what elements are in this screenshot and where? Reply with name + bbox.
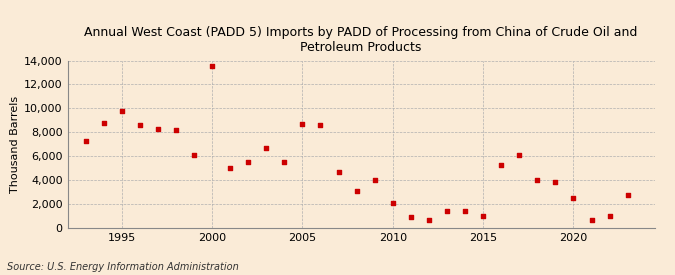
Point: [387, 201, 398, 205]
Point: [550, 179, 561, 184]
Point: [188, 153, 199, 157]
Point: [369, 178, 380, 183]
Point: [495, 163, 506, 167]
Point: [423, 218, 434, 222]
Point: [568, 196, 579, 200]
Point: [116, 109, 127, 113]
Point: [441, 209, 452, 214]
Point: [514, 153, 524, 157]
Point: [153, 126, 163, 131]
Point: [171, 128, 182, 132]
Point: [604, 214, 615, 218]
Text: Source: U.S. Energy Information Administration: Source: U.S. Energy Information Administ…: [7, 262, 238, 272]
Title: Annual West Coast (PADD 5) Imports by PADD of Processing from China of Crude Oil: Annual West Coast (PADD 5) Imports by PA…: [84, 26, 638, 54]
Point: [586, 218, 597, 223]
Point: [134, 123, 145, 127]
Point: [279, 160, 290, 164]
Point: [532, 178, 543, 183]
Point: [333, 170, 344, 174]
Point: [406, 215, 416, 220]
Point: [315, 123, 326, 127]
Point: [351, 189, 362, 193]
Y-axis label: Thousand Barrels: Thousand Barrels: [10, 96, 20, 193]
Point: [622, 192, 633, 197]
Point: [80, 139, 91, 143]
Point: [99, 121, 109, 125]
Point: [225, 166, 236, 170]
Point: [478, 214, 489, 218]
Point: [243, 160, 254, 164]
Point: [460, 209, 470, 214]
Point: [207, 64, 217, 69]
Point: [261, 146, 271, 150]
Point: [297, 122, 308, 126]
